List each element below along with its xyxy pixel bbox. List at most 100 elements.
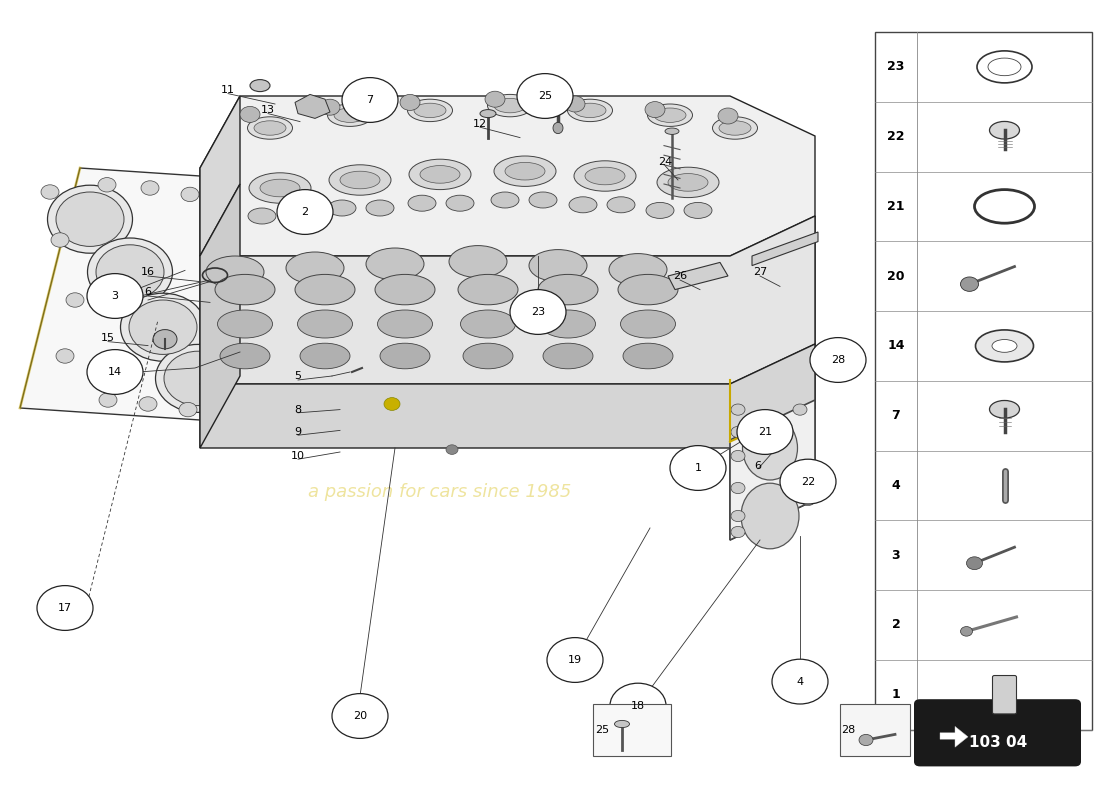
Text: 6: 6 [144, 287, 152, 297]
Polygon shape [200, 96, 815, 256]
Polygon shape [730, 400, 815, 540]
Ellipse shape [646, 202, 674, 218]
Ellipse shape [585, 167, 625, 185]
Ellipse shape [366, 200, 394, 216]
Text: 24: 24 [658, 157, 672, 166]
Circle shape [99, 393, 117, 407]
Ellipse shape [164, 351, 232, 406]
Polygon shape [20, 168, 320, 424]
Circle shape [258, 361, 277, 375]
Ellipse shape [446, 195, 474, 211]
Text: 2: 2 [301, 207, 309, 217]
Ellipse shape [463, 343, 513, 369]
Ellipse shape [366, 248, 424, 280]
Text: 25: 25 [538, 91, 552, 101]
Bar [593, 704, 671, 756]
Ellipse shape [654, 108, 686, 122]
Ellipse shape [540, 310, 595, 338]
Circle shape [277, 190, 333, 234]
Text: 28: 28 [830, 355, 845, 365]
Ellipse shape [254, 121, 286, 135]
Text: 3: 3 [892, 549, 900, 562]
Circle shape [517, 74, 573, 118]
Bar [874, 32, 1092, 730]
Text: 5: 5 [295, 371, 301, 381]
Ellipse shape [458, 274, 518, 305]
Circle shape [240, 106, 260, 122]
Ellipse shape [214, 274, 275, 305]
Circle shape [732, 482, 745, 494]
Circle shape [87, 350, 143, 394]
Ellipse shape [494, 98, 526, 113]
Polygon shape [200, 184, 240, 448]
Circle shape [332, 694, 388, 738]
Text: 12: 12 [473, 119, 487, 129]
Ellipse shape [990, 401, 1020, 418]
Ellipse shape [286, 252, 344, 284]
Circle shape [320, 99, 340, 115]
Text: 3: 3 [111, 291, 119, 301]
Circle shape [510, 290, 566, 334]
Ellipse shape [47, 186, 132, 253]
Ellipse shape [529, 192, 557, 208]
Ellipse shape [248, 117, 293, 139]
Ellipse shape [328, 200, 356, 216]
Ellipse shape [487, 94, 532, 117]
Text: 20: 20 [353, 711, 367, 721]
Ellipse shape [260, 179, 300, 197]
Text: 18: 18 [631, 701, 645, 710]
Ellipse shape [990, 122, 1020, 139]
Circle shape [342, 78, 398, 122]
Text: 23: 23 [531, 307, 546, 317]
Circle shape [732, 450, 745, 462]
Polygon shape [200, 96, 240, 256]
Circle shape [37, 586, 94, 630]
Polygon shape [200, 344, 815, 448]
Ellipse shape [155, 344, 241, 413]
Text: 13: 13 [261, 106, 275, 115]
Ellipse shape [648, 104, 693, 126]
Circle shape [446, 445, 458, 454]
Ellipse shape [297, 310, 352, 338]
Ellipse shape [480, 110, 496, 118]
Circle shape [610, 683, 665, 728]
Text: 21: 21 [758, 427, 772, 437]
Text: 22: 22 [801, 477, 815, 486]
Ellipse shape [218, 310, 273, 338]
Ellipse shape [295, 274, 355, 305]
Ellipse shape [409, 159, 471, 190]
Text: 4: 4 [796, 677, 804, 686]
Circle shape [56, 349, 74, 363]
Ellipse shape [494, 156, 556, 186]
Ellipse shape [449, 246, 507, 278]
Polygon shape [730, 216, 815, 540]
Circle shape [182, 187, 199, 202]
Ellipse shape [741, 483, 799, 549]
Ellipse shape [668, 174, 708, 191]
Ellipse shape [666, 128, 679, 134]
Text: 20: 20 [888, 270, 904, 282]
Text: 23: 23 [888, 60, 904, 74]
Circle shape [400, 94, 420, 110]
Ellipse shape [609, 254, 667, 286]
Ellipse shape [657, 167, 719, 198]
Ellipse shape [250, 80, 270, 92]
Ellipse shape [742, 416, 797, 480]
Ellipse shape [713, 117, 758, 139]
Text: 21: 21 [888, 200, 904, 213]
Text: 25: 25 [595, 726, 609, 735]
Text: 9: 9 [295, 427, 301, 437]
Text: 28: 28 [840, 726, 855, 735]
Ellipse shape [491, 192, 519, 208]
Ellipse shape [538, 274, 598, 305]
Text: 16: 16 [141, 267, 155, 277]
Ellipse shape [615, 720, 629, 728]
Text: 4: 4 [892, 479, 901, 492]
Ellipse shape [988, 58, 1021, 76]
Ellipse shape [329, 165, 390, 195]
FancyBboxPatch shape [992, 675, 1016, 714]
Circle shape [565, 96, 585, 112]
Ellipse shape [96, 245, 164, 299]
Ellipse shape [328, 104, 373, 126]
Circle shape [485, 91, 505, 107]
